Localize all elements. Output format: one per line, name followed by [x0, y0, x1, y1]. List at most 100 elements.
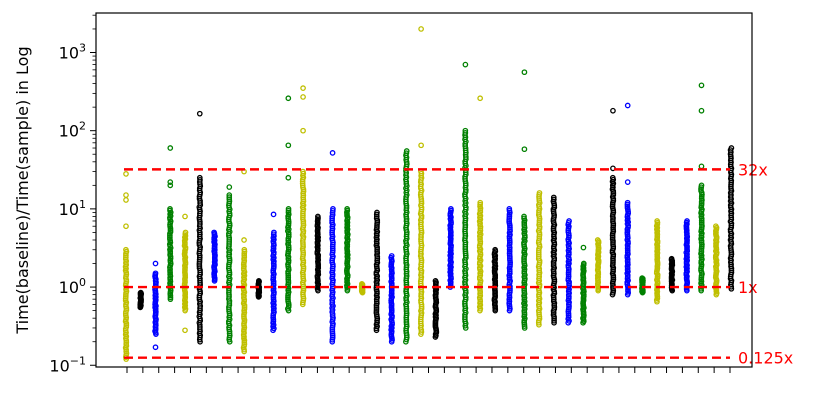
- outlier-point: [418, 142, 424, 149]
- data-point: [654, 218, 660, 224]
- data-point: [329, 208, 336, 214]
- x-axis-ticks: [126, 367, 731, 373]
- data-point: [477, 199, 484, 206]
- data-point: [300, 168, 306, 175]
- outlier-point: [123, 171, 129, 177]
- data-point: [506, 206, 513, 212]
- data-point: [698, 182, 705, 189]
- data-point: [698, 200, 705, 207]
- outlier-point: [167, 182, 174, 189]
- data-point: [521, 215, 527, 222]
- data-point: [521, 213, 527, 220]
- data-point: [565, 312, 572, 319]
- data-point: [492, 246, 498, 253]
- data-point: [684, 218, 690, 224]
- data-point: [167, 206, 173, 212]
- data-point: [551, 196, 557, 203]
- data-point: [285, 296, 291, 303]
- data-point: [388, 253, 395, 259]
- data-point: [123, 246, 129, 253]
- reference-line-label: 1x: [738, 278, 758, 297]
- outlier-point: [698, 163, 705, 170]
- data-point: [506, 213, 513, 220]
- data-point: [226, 194, 233, 200]
- outlier-point: [226, 184, 233, 190]
- data-point: [609, 174, 616, 181]
- data-point: [315, 213, 321, 220]
- data-point: [271, 229, 277, 236]
- data-point: [374, 209, 380, 216]
- y-tick-label: 101: [59, 198, 86, 219]
- outlier-point: [329, 150, 336, 156]
- outlier-point: [624, 179, 631, 185]
- data-marks: [122, 26, 735, 362]
- data-point: [432, 278, 439, 284]
- data-point: [713, 223, 719, 230]
- data-point: [565, 271, 572, 278]
- data-point: [462, 127, 469, 134]
- outlier-point: [418, 26, 424, 32]
- data-point: [152, 270, 159, 277]
- reference-lines: 32x 1x 0.125x: [124, 160, 793, 368]
- data-point: [211, 229, 217, 236]
- outlier-point: [698, 107, 705, 114]
- data-point: [477, 209, 484, 215]
- outlier-point: [521, 146, 528, 153]
- axes-frame: [95, 12, 753, 368]
- data-point: [507, 226, 513, 233]
- outlier-point: [152, 344, 159, 351]
- outlier-point: [123, 192, 129, 198]
- data-point: [698, 221, 705, 227]
- data-point: [285, 276, 292, 283]
- y-tick-label: 10−1: [49, 354, 86, 375]
- y-axis-ticks: 10−1 100 101 102 103: [49, 14, 96, 375]
- data-point: [359, 280, 365, 287]
- data-point: [137, 289, 144, 296]
- data-point: [197, 177, 203, 183]
- data-point: [668, 255, 675, 262]
- outlier-point: [241, 237, 247, 243]
- outlier-point: [123, 197, 129, 203]
- data-point: [285, 207, 292, 214]
- y-axis-label: Time(baseline)/Time(sample) in Log: [13, 46, 32, 334]
- outlier-point: [580, 244, 587, 251]
- outlier-point: [521, 69, 528, 76]
- y-tick-label: 103: [59, 41, 86, 62]
- data-point: [507, 255, 513, 262]
- data-point: [565, 229, 572, 235]
- data-point: [550, 194, 557, 201]
- data-point: [698, 217, 705, 224]
- data-point: [241, 246, 248, 253]
- data-point: [462, 130, 469, 136]
- reference-line-label: 0.125x: [738, 349, 793, 368]
- data-point: [566, 251, 572, 258]
- data-point: [506, 270, 513, 277]
- data-point: [403, 150, 410, 157]
- data-point: [506, 292, 513, 299]
- data-point: [196, 174, 203, 181]
- outlier-point: [270, 211, 277, 218]
- outlier-point: [300, 94, 306, 100]
- data-point: [403, 148, 410, 154]
- data-point: [639, 275, 645, 282]
- data-point: [594, 237, 601, 243]
- outlier-point: [300, 85, 306, 92]
- outlier-point: [123, 223, 129, 230]
- data-point: [182, 229, 189, 236]
- y-tick-label: 102: [59, 120, 86, 141]
- outlier-point: [152, 260, 159, 267]
- data-point: [285, 233, 292, 240]
- outlier-point: [285, 95, 292, 102]
- data-point: [728, 145, 735, 151]
- outlier-point: [285, 174, 292, 181]
- data-point: [285, 274, 292, 281]
- data-point: [330, 206, 336, 212]
- data-point: [285, 206, 292, 212]
- outlier-point: [167, 179, 174, 185]
- data-point: [226, 192, 233, 198]
- data-point: [536, 190, 543, 196]
- data-point: [344, 206, 350, 212]
- data-point: [506, 218, 513, 225]
